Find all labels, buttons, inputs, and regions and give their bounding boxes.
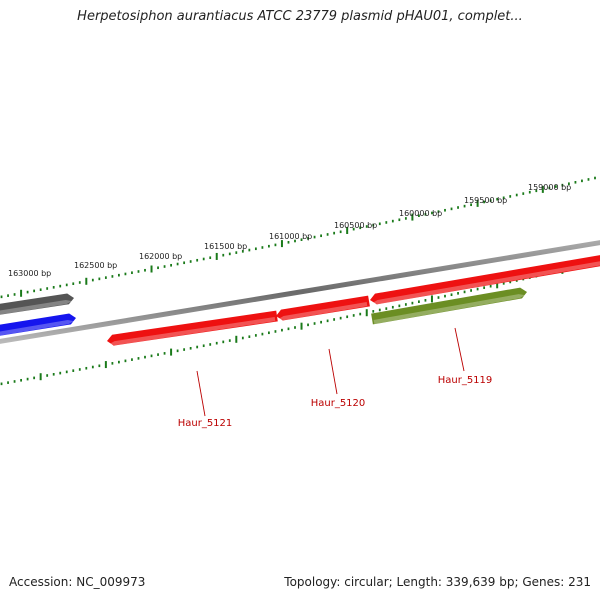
scale-label: 160000 bp bbox=[399, 209, 442, 218]
gene-arrow[interactable] bbox=[0, 293, 74, 316]
map-title: Herpetosiphon aurantiacus ATCC 23779 pla… bbox=[77, 9, 523, 24]
scale-label: 162500 bp bbox=[74, 261, 117, 270]
gene-arrow[interactable] bbox=[371, 287, 527, 325]
gene-leader-line bbox=[196, 370, 206, 417]
gene-label[interactable]: Haur_5120 bbox=[311, 398, 366, 409]
scale-label: 159000 bp bbox=[528, 183, 571, 192]
scale-label: 162000 bp bbox=[139, 252, 182, 261]
scale-label: 163000 bp bbox=[8, 269, 51, 278]
scale-label: 161000 bp bbox=[269, 232, 312, 241]
gene-arrow[interactable] bbox=[0, 313, 76, 337]
gene-arrow[interactable] bbox=[370, 255, 600, 305]
scale-label: 161500 bp bbox=[204, 242, 247, 251]
gene-arrow[interactable] bbox=[107, 310, 278, 346]
topology-summary: Topology: circular; Length: 339,639 bp; … bbox=[284, 575, 591, 589]
plasmid-backbone bbox=[0, 240, 600, 344]
scale-label: 160500 bp bbox=[334, 221, 377, 230]
gene-leader-line bbox=[454, 327, 465, 372]
gene-leader-line bbox=[328, 348, 338, 395]
gene-label[interactable]: Haur_5121 bbox=[178, 418, 233, 429]
scale-label: 159500 bp bbox=[464, 196, 507, 205]
accession-label: Accession: NC_009973 bbox=[9, 575, 146, 589]
gene-arrow[interactable] bbox=[276, 295, 370, 321]
gene-label[interactable]: Haur_5119 bbox=[438, 375, 493, 386]
